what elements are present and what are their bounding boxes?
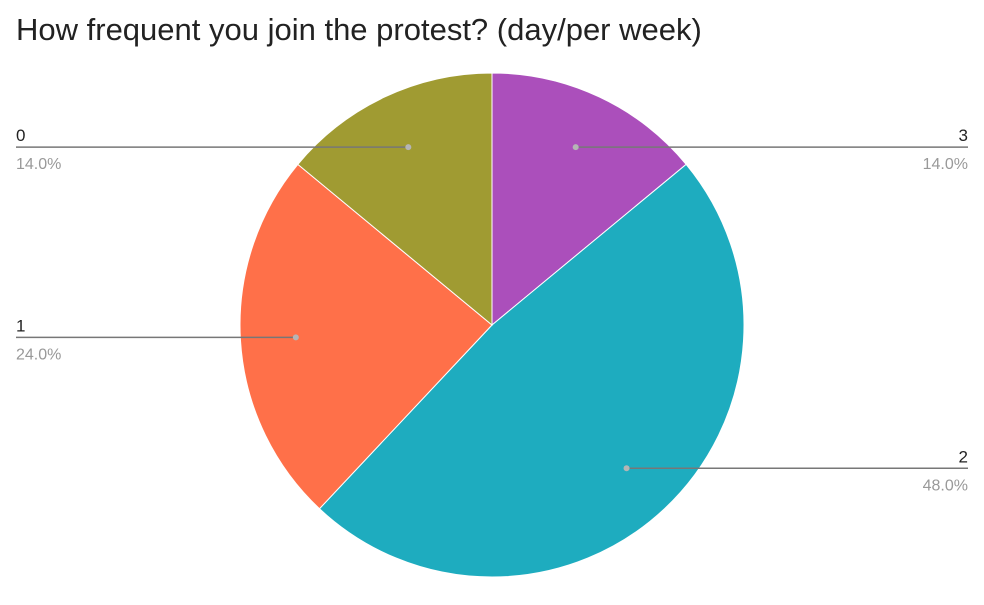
slice-percent-label: 14.0% xyxy=(923,156,968,173)
slice-category-label: 2 xyxy=(959,447,968,466)
slices-layer xyxy=(239,72,745,578)
leader-dot-1 xyxy=(292,334,299,341)
slice-percent-label: 14.0% xyxy=(16,156,61,173)
slice-percent-label: 48.0% xyxy=(923,477,968,494)
pie-slice-0 xyxy=(297,72,493,327)
chart-title: How frequent you join the protest? (day/… xyxy=(16,12,702,47)
pie-slice-1 xyxy=(239,163,493,510)
slice-category-label: 3 xyxy=(959,126,968,145)
slice-category-label: 0 xyxy=(16,126,25,145)
labels-layer: 3 14.0% 2 48.0% 1 24.0% 0 14.0% xyxy=(16,126,968,494)
slice-category-label: 1 xyxy=(16,316,25,335)
leader-dot-2 xyxy=(623,465,630,472)
leader-dot-0 xyxy=(405,144,412,151)
leader-dot-3 xyxy=(572,144,579,151)
pie-slice-2 xyxy=(318,163,745,578)
pie-slice-3 xyxy=(491,72,687,327)
slice-percent-label: 24.0% xyxy=(16,346,61,363)
